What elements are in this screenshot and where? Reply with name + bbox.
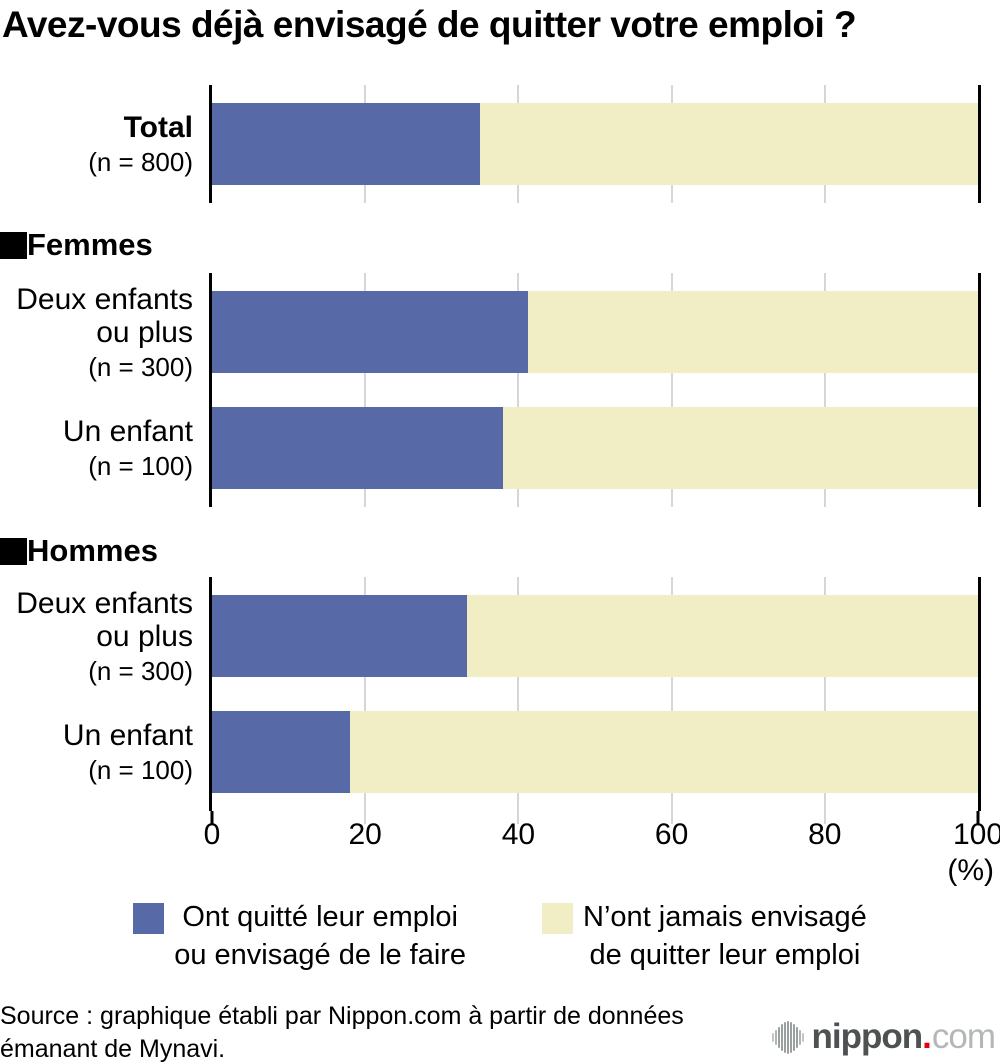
- nippon-logo: nippon. com: [771, 1014, 996, 1060]
- bar-femmes-deux-enfants: [212, 291, 978, 373]
- group-femmes: Deux enfants ou plus (n = 300) Un enfant…: [0, 273, 1000, 507]
- tick-40: [517, 811, 520, 824]
- x-tick-label: 80: [808, 818, 842, 851]
- row-label-n: (n = 100): [88, 451, 193, 481]
- logo-dot: .: [922, 1017, 932, 1056]
- x-tick-label: 20: [348, 818, 382, 851]
- gridline-20: [364, 577, 367, 811]
- x-tick-label: 40: [501, 818, 536, 851]
- row-label-main: Un enfant: [62, 719, 193, 752]
- legend-text: Ont quitté leur emploi ou envisagé de le…: [174, 898, 466, 974]
- row-label-main-2: ou plus: [96, 315, 193, 349]
- bar-fill: [212, 595, 468, 677]
- row-label-n: (n = 100): [88, 755, 193, 785]
- group-total-labels: Total (n = 800): [0, 85, 209, 203]
- bar-total-fill: [212, 103, 481, 185]
- section-header-femmes: Femmes: [0, 226, 153, 264]
- row-label-main: Deux enfants: [16, 586, 193, 620]
- row-label-main: Total: [123, 111, 193, 144]
- legend-line: N’ont jamais envisagé: [583, 901, 867, 933]
- group-hommes: Deux enfants ou plus (n = 300) Un enfant…: [0, 577, 1000, 811]
- legend-text: N’ont jamais envisagé de quitter leur em…: [583, 898, 867, 974]
- tick-100: [976, 811, 980, 824]
- bar-total: [212, 103, 978, 185]
- section-label: Hommes: [27, 533, 158, 568]
- gridline-40: [517, 577, 520, 811]
- x-tick-label: 100: [952, 818, 1000, 851]
- legend-line: ou envisagé de le faire: [174, 939, 467, 971]
- tick-80: [823, 811, 826, 824]
- plot-hommes: [209, 577, 981, 811]
- section-label: Femmes: [27, 227, 153, 262]
- row-label-total: Total (n = 800): [88, 103, 193, 185]
- gridline-60: [670, 577, 673, 811]
- source-note: Source : graphique établi par Nippon.com…: [0, 1000, 684, 1064]
- tick-60: [670, 811, 673, 824]
- legend-line: de quitter leur emploi: [589, 939, 861, 971]
- legend-swatch-never: [542, 903, 574, 934]
- row-label-main: Deux enfants: [16, 282, 193, 316]
- bar-hommes-un-enfant: [212, 711, 978, 793]
- section-marker-square-icon: [0, 231, 27, 259]
- chart-title: Avez-vous déjà envisagé de quitter votre…: [2, 4, 857, 45]
- tick-20: [364, 811, 367, 824]
- group-total: Total (n = 800): [0, 85, 1000, 203]
- logo-text-main: nippon: [811, 1017, 924, 1056]
- bar-fill: [212, 711, 350, 793]
- row-label-femmes-un-enfant: Un enfant (n = 100): [63, 407, 193, 489]
- gridline-80: [823, 577, 826, 811]
- row-label-hommes-deux-enfants: Deux enfants ou plus (n = 300): [16, 587, 193, 686]
- row-label-n: (n = 800): [88, 147, 193, 177]
- gridline-40: [517, 273, 520, 507]
- logo-text-tld: com: [931, 1017, 996, 1056]
- row-label-hommes-un-enfant: Un enfant (n = 100): [63, 711, 193, 793]
- section-marker-square-icon: [0, 537, 27, 565]
- x-axis-unit-label: (%): [947, 854, 994, 887]
- row-label-n: (n = 300): [88, 655, 193, 686]
- legend-item-never: N’ont jamais envisagé de quitter leur em…: [542, 898, 867, 974]
- row-label-main: Un enfant: [62, 415, 193, 448]
- row-label-femmes-deux-enfants: Deux enfants ou plus (n = 300): [16, 283, 193, 382]
- x-tick-label: 60: [654, 818, 689, 851]
- legend: Ont quitté leur emploi ou envisagé de le…: [0, 898, 1000, 974]
- gridline-80: [823, 273, 826, 507]
- section-header-hommes: Hommes: [0, 532, 158, 570]
- row-label-main-2: ou plus: [96, 619, 193, 653]
- bar-hommes-deux-enfants: [212, 595, 978, 677]
- x-axis-labels: 0 20 40 60 80 100 (%): [204, 818, 1000, 888]
- bar-femmes-un-enfant: [212, 407, 978, 489]
- x-axis-ticks: [210, 811, 980, 824]
- legend-swatch-quit: [133, 903, 165, 934]
- legend-item-quit: Ont quitté leur emploi ou envisagé de le…: [133, 898, 466, 974]
- tick-0: [210, 811, 214, 824]
- source-line-2: émanant de Mynavi.: [0, 1035, 226, 1063]
- group-hommes-labels: Deux enfants ou plus (n = 300) Un enfant…: [0, 577, 209, 811]
- source-line-1: Source : graphique établi par Nippon.com…: [0, 1002, 684, 1030]
- x-tick-label: 0: [203, 818, 221, 851]
- legend-line: Ont quitté leur emploi: [182, 901, 458, 933]
- plot-total: [209, 85, 981, 203]
- bar-fill: [212, 291, 529, 373]
- plot-femmes: [209, 273, 981, 507]
- soundwave-icon: [771, 1020, 804, 1054]
- group-femmes-labels: Deux enfants ou plus (n = 300) Un enfant…: [0, 273, 209, 507]
- bar-fill: [212, 407, 504, 489]
- row-label-n: (n = 300): [88, 351, 193, 382]
- gridline-60: [670, 273, 673, 507]
- gridline-20: [364, 273, 367, 507]
